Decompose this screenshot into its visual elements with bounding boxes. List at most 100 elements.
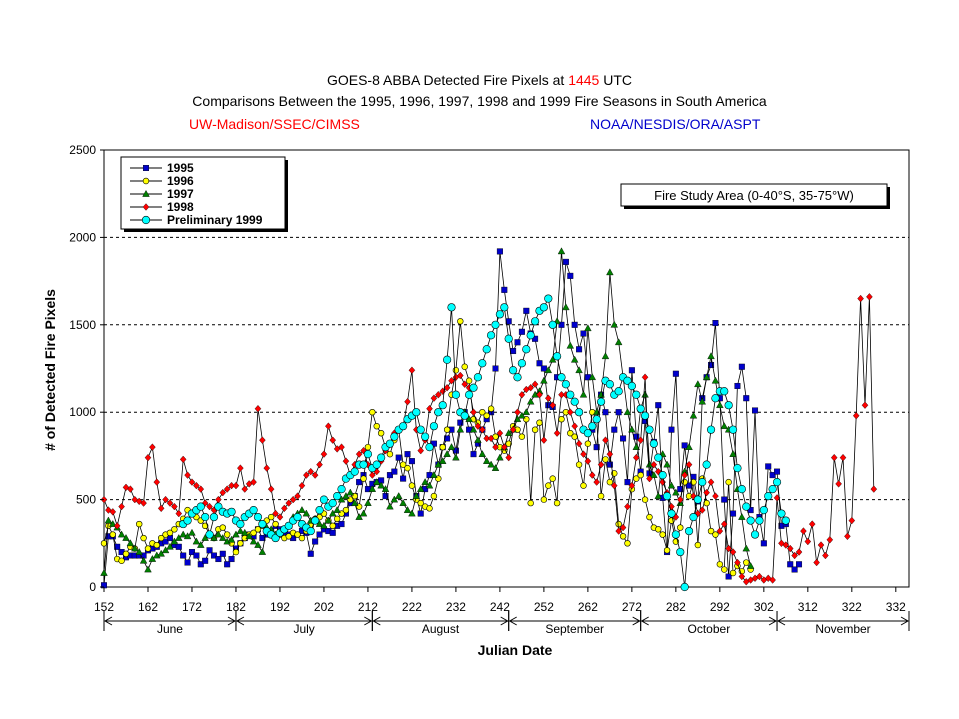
- data-point: [553, 429, 561, 437]
- data-point: [870, 485, 878, 493]
- data-point: [518, 411, 526, 419]
- data-point: [175, 509, 183, 518]
- data-point: [716, 561, 724, 568]
- data-point: [329, 509, 337, 517]
- data-point: [548, 320, 557, 329]
- data-point: [179, 530, 187, 538]
- data-point: [417, 499, 424, 507]
- data-point: [866, 293, 873, 301]
- data-point: [382, 493, 389, 500]
- month-label: August: [422, 622, 460, 636]
- data-point: [531, 380, 539, 388]
- x-tick-label: 302: [754, 600, 774, 614]
- y-tick-label: 500: [76, 493, 96, 507]
- data-point: [452, 453, 460, 461]
- data-point: [188, 528, 196, 536]
- data-point: [628, 481, 636, 490]
- data-point: [557, 373, 566, 382]
- data-point: [549, 401, 556, 409]
- data-point: [601, 352, 610, 360]
- data-point: [536, 391, 543, 399]
- data-point: [109, 508, 117, 516]
- data-point: [602, 456, 609, 463]
- data-point: [545, 482, 552, 489]
- data-point: [561, 380, 570, 389]
- data-point: [672, 488, 680, 496]
- data-point: [540, 436, 548, 444]
- data-point: [760, 540, 767, 547]
- data-point: [584, 457, 592, 465]
- data-point: [377, 453, 386, 462]
- data-point: [645, 425, 654, 434]
- data-point: [611, 426, 618, 433]
- data-point: [637, 436, 644, 444]
- data-point: [738, 363, 745, 370]
- data-point: [183, 532, 192, 540]
- data-point: [690, 492, 697, 500]
- legend-label: 1996: [167, 174, 194, 188]
- data-point: [443, 426, 451, 433]
- data-point: [646, 513, 653, 521]
- data-point: [369, 471, 376, 479]
- data-point: [232, 530, 240, 538]
- data-point: [676, 547, 685, 557]
- data-point: [641, 496, 649, 503]
- data-point: [759, 505, 768, 515]
- data-point: [743, 395, 750, 402]
- data-point: [408, 509, 416, 517]
- data-point: [491, 320, 500, 329]
- data-point: [523, 307, 530, 314]
- data-point: [197, 485, 205, 493]
- month-arrow: [364, 616, 373, 626]
- data-point: [293, 512, 302, 522]
- data-point: [153, 541, 160, 549]
- data-point: [764, 574, 772, 582]
- data-point: [492, 443, 499, 451]
- series-preliminary-1999: [179, 294, 790, 592]
- data-point: [180, 552, 187, 559]
- data-point: [589, 471, 596, 479]
- data-point: [285, 499, 293, 507]
- data-point: [716, 401, 724, 409]
- data-point: [504, 429, 513, 436]
- data-point: [610, 320, 619, 328]
- data-point: [517, 359, 526, 368]
- data-point: [659, 531, 666, 538]
- data-point: [359, 460, 368, 469]
- data-point: [698, 506, 706, 514]
- data-point: [774, 468, 781, 475]
- data-point: [457, 318, 464, 325]
- data-point: [114, 543, 121, 550]
- data-point: [214, 502, 223, 511]
- data-point: [399, 461, 407, 468]
- data-point: [166, 529, 174, 537]
- data-point: [558, 391, 565, 399]
- data-point: [400, 475, 407, 482]
- data-point: [171, 526, 178, 533]
- month-arrow: [640, 616, 649, 626]
- data-point: [698, 478, 707, 487]
- data-point: [346, 488, 355, 496]
- data-point: [337, 485, 346, 494]
- data-point: [795, 548, 803, 556]
- data-point: [144, 453, 152, 462]
- data-point: [329, 436, 337, 444]
- month-label: November: [815, 622, 870, 636]
- data-point: [258, 519, 267, 529]
- data-point: [712, 492, 719, 500]
- data-point: [567, 408, 574, 416]
- data-point: [460, 411, 469, 420]
- data-point: [518, 328, 525, 335]
- data-point: [662, 492, 672, 501]
- data-point: [593, 444, 600, 451]
- data-point: [470, 451, 477, 458]
- data-point: [738, 572, 746, 581]
- data-point: [272, 520, 279, 528]
- data-point: [412, 492, 421, 499]
- data-point: [219, 524, 226, 531]
- data-point: [500, 303, 509, 312]
- data-point: [571, 422, 578, 430]
- data-point: [438, 401, 447, 410]
- data-point: [729, 450, 737, 457]
- legend-label: 1995: [167, 161, 194, 175]
